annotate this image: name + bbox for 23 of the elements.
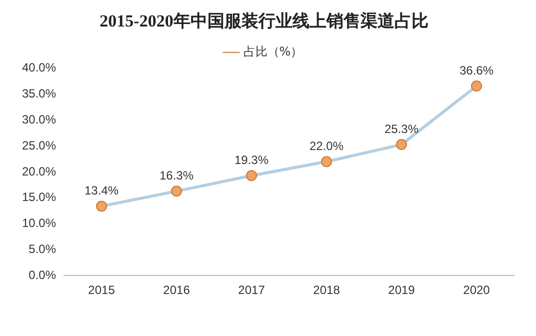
y-tick-label: 20.0% [22, 164, 56, 178]
chart-title: 2015-2020年中国服装行业线上销售渠道占比 [100, 12, 428, 31]
x-tick-label: 2018 [313, 283, 340, 298]
y-tick-label: 5.0% [28, 242, 56, 256]
data-label: 22.0% [309, 138, 344, 153]
data-label: 19.3% [234, 152, 269, 167]
y-tick-label: 10.0% [22, 216, 56, 230]
y-tick-label: 0.0% [28, 268, 56, 282]
legend-label: 占比（%） [243, 44, 303, 59]
data-label: 36.6% [459, 63, 494, 78]
x-tick-label: 2019 [388, 283, 416, 298]
x-tick-label: 2017 [238, 283, 266, 298]
x-tick-label: 2016 [163, 283, 190, 298]
y-tick-label: 25.0% [22, 138, 56, 152]
data-label: 25.3% [384, 122, 419, 136]
data-label: 16.3% [160, 168, 194, 182]
y-tick-label: 40.0% [22, 60, 56, 75]
x-tick-label: 2015 [88, 283, 116, 298]
x-tick-label: 2020 [463, 283, 490, 298]
y-tick-label: 35.0% [22, 86, 56, 101]
y-tick-label: 15.0% [22, 190, 56, 204]
data-label: 13.4% [84, 184, 119, 198]
y-tick-label: 30.0% [22, 112, 56, 127]
